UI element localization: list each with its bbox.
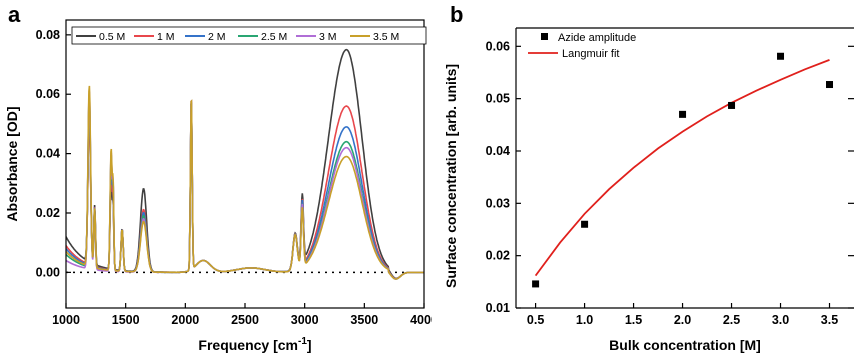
panel-letter-b: b bbox=[450, 2, 464, 27]
surface-concentration-chart: 0.5 1.0 1.5 2.0 2.5 3.0 3.5 0.01 0.02 0.03 0.04 0.0… bbox=[443, 27, 854, 353]
x-tick-label-b: 2.0 bbox=[674, 313, 691, 327]
spectrum-line bbox=[66, 48, 424, 280]
azide-data-point bbox=[532, 280, 540, 288]
spectrum-line bbox=[66, 99, 424, 280]
y-axis-label-b: Surface concentration [arb. units] bbox=[443, 64, 459, 288]
y-tick-label-b: 0.01 bbox=[486, 301, 510, 315]
x-tick-label-b: 1.0 bbox=[576, 313, 593, 327]
y-tick-label-b: 0.06 bbox=[486, 39, 510, 53]
x-tick-label-b: 0.5 bbox=[527, 313, 544, 327]
legend-b: Azide amplitude Langmuir fit bbox=[528, 32, 636, 60]
y-tick-label-b: 0.04 bbox=[486, 144, 510, 158]
azide-data-point bbox=[777, 52, 785, 60]
spectrum-line bbox=[66, 95, 424, 280]
x-axis-label-b: Bulk concentration [M] bbox=[609, 337, 761, 353]
legend-label-a: 3.5 M bbox=[373, 31, 399, 43]
legend-label-a: 0.5 M bbox=[99, 31, 125, 43]
y-tick-label-a: 0.02 bbox=[36, 206, 60, 220]
langmuir-fit-line bbox=[534, 59, 830, 277]
legend-marker-b bbox=[541, 33, 548, 40]
legend-label-a: 2.5 M bbox=[261, 31, 287, 43]
spectrum-line bbox=[66, 102, 424, 280]
azide-data-point bbox=[679, 110, 687, 118]
x-tick-label-a: 1000 bbox=[52, 313, 80, 327]
legend-label-a: 2 M bbox=[208, 31, 226, 43]
x-tick-label-a: 3000 bbox=[291, 313, 319, 327]
x-tick-label-a: 1500 bbox=[112, 313, 140, 327]
x-tick-label-b: 1.5 bbox=[625, 313, 642, 327]
spectrum-line bbox=[66, 91, 424, 280]
y-tick-label-b: 0.02 bbox=[486, 249, 510, 263]
x-tick-label-b: 2.5 bbox=[723, 313, 740, 327]
legend-label-a: 1 M bbox=[157, 31, 175, 43]
azide-data-point bbox=[728, 101, 736, 109]
legend-label-b: Azide amplitude bbox=[558, 32, 636, 44]
x-axis-label-a: Frequency [cm-1] bbox=[198, 336, 311, 353]
chart-panel-b: b 0.5 1.0 1.5 2.0 2.5 3.0 3.5 0.01 0.02 0.03 0.04 0… bbox=[432, 0, 856, 356]
legend-a: 0.5 M 1 M 2 M 2.5 M 3 M 3.5 M bbox=[71, 26, 427, 45]
panel-letter-a: a bbox=[8, 2, 21, 27]
y-axis-label-a: Absorbance [OD] bbox=[4, 106, 20, 221]
x-tick-label-a: 2000 bbox=[171, 313, 199, 327]
y-tick-label-a: 0.08 bbox=[36, 28, 60, 42]
spectra-group bbox=[66, 48, 424, 280]
legend-label-b: Langmuir fit bbox=[562, 48, 619, 60]
plot-area-b: 0.5 1.0 1.5 2.0 2.5 3.0 3.5 0.01 0.02 0.03 0.04 0.0… bbox=[443, 27, 854, 353]
y-tick-label-a: 0.06 bbox=[36, 87, 60, 101]
y-tick-label-a: 0.00 bbox=[36, 265, 60, 279]
spectrum-line bbox=[66, 85, 424, 280]
x-tick-label-a: 3500 bbox=[350, 313, 378, 327]
azide-data-point bbox=[581, 220, 589, 228]
legend-label-a: 3 M bbox=[319, 31, 337, 43]
azide-data-point bbox=[826, 81, 834, 89]
x-tick-label-a: 2500 bbox=[231, 313, 259, 327]
x-tick-label-b: 3.0 bbox=[772, 313, 789, 327]
y-tick-label-a: 0.04 bbox=[36, 147, 60, 161]
x-tick-label-b: 3.5 bbox=[821, 313, 838, 327]
y-tick-label-b: 0.03 bbox=[486, 196, 510, 210]
y-tick-label-b: 0.05 bbox=[486, 92, 510, 106]
